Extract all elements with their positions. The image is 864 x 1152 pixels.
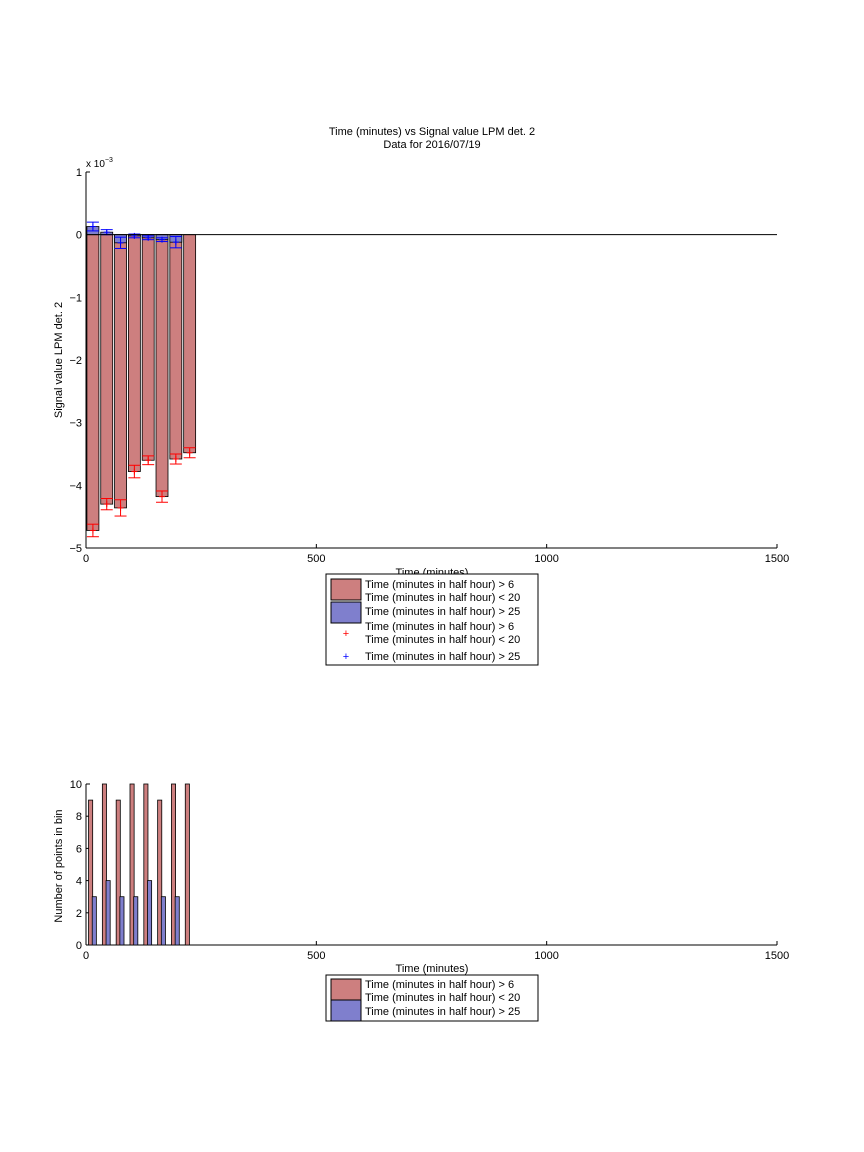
y-exponent-power: −3 [105,157,113,164]
x-tick-label: 500 [307,950,325,962]
bar-red [155,234,169,498]
bar-red [100,234,114,505]
y-axis-label: Signal value LPM det. 2 [53,302,65,418]
legend-swatch-red [330,578,362,601]
x-tick-label: 1000 [534,553,558,565]
legend-label: Time (minutes in half hour) > 6 [365,621,514,633]
legend-label: Time (minutes in half hour) < 20 [365,634,520,646]
chart-title: Time (minutes) vs Signal value LPM det. … [329,126,535,138]
legend-label: Time (minutes in half hour) > 6 [365,979,514,991]
y-tick-label: −5 [69,543,82,555]
bar-red [143,783,149,946]
x-axis-label: Time (minutes) [396,963,469,975]
bar-red [101,783,107,946]
bar-red [129,783,135,946]
bar-blue [174,896,180,946]
bar-red [183,234,197,454]
y-exponent-base: x 10 [86,159,105,170]
bar-red [86,234,100,531]
y-tick-label: 8 [76,811,82,823]
legend-label: Time (minutes in half hour) < 20 [365,992,520,1004]
x-tick-label: 500 [307,553,325,565]
bar-red [114,234,127,509]
bar-blue [160,896,166,946]
y-tick-label: 4 [76,876,82,888]
legend-label: Time (minutes in half hour) > 25 [365,1006,520,1018]
signal-chart: Time (minutes) vs Signal value LPM det. … [53,126,789,666]
bar-red [141,234,155,461]
y-tick-label: −4 [69,480,82,492]
x-tick-label: 1500 [765,950,789,962]
bar-blue [119,896,125,946]
x-tick-label: 0 [83,950,89,962]
y-axis-label: Number of points in bin [53,809,65,922]
bar-blue [105,880,111,946]
y-tick-label: 0 [76,940,82,952]
bar-red [127,234,141,472]
legend: Time (minutes in half hour) > 6 Time (mi… [325,573,539,666]
y-tick-label: −3 [69,418,82,430]
y-exponent-label: x 10−3 [86,157,113,170]
legend-label: Time (minutes in half hour) > 25 [365,606,520,618]
y-tick-label: 1 [76,167,82,179]
x-tick-label: 1500 [765,553,789,565]
bar-red [115,799,121,946]
plot-area: −5 −4 −3 −2 −1 0 1 0 500 1000 1500 [69,167,789,565]
bar-red [184,783,190,946]
bar-red [88,799,94,946]
bar-red [169,234,183,460]
legend-marker-blue: + [343,651,349,663]
legend-marker-red: + [343,628,349,640]
bar-red [171,783,176,946]
legend-swatch-red [330,978,362,1001]
x-tick-label: 0 [83,553,89,565]
y-tick-label: 0 [76,230,82,242]
chart-subtitle: Data for 2016/07/19 [383,139,480,151]
bar-red [157,799,163,946]
y-tick-label: 10 [70,779,82,791]
x-tick-label: 1000 [534,950,558,962]
count-chart: 0 2 4 6 8 10 0 500 1000 1500 Number of points in … [53,779,789,1022]
bar-blue [147,880,153,946]
plot-area: 0 2 4 6 8 10 0 500 1000 1500 [70,779,789,962]
legend: Time (minutes in half hour) > 6 Time (mi… [325,974,539,1022]
y-tick-label: −1 [69,292,82,304]
bar-blue [133,896,139,946]
legend-swatch-blue [330,999,362,1022]
bar-blue [91,896,97,946]
y-tick-label: 2 [76,908,82,920]
legend-label: Time (minutes in half hour) > 6 [365,579,514,591]
legend-label: Time (minutes in half hour) > 25 [365,651,520,663]
legend-swatch-blue [330,601,362,624]
legend-label: Time (minutes in half hour) < 20 [365,592,520,604]
y-tick-label: 6 [76,843,82,855]
y-tick-label: −2 [69,355,82,367]
